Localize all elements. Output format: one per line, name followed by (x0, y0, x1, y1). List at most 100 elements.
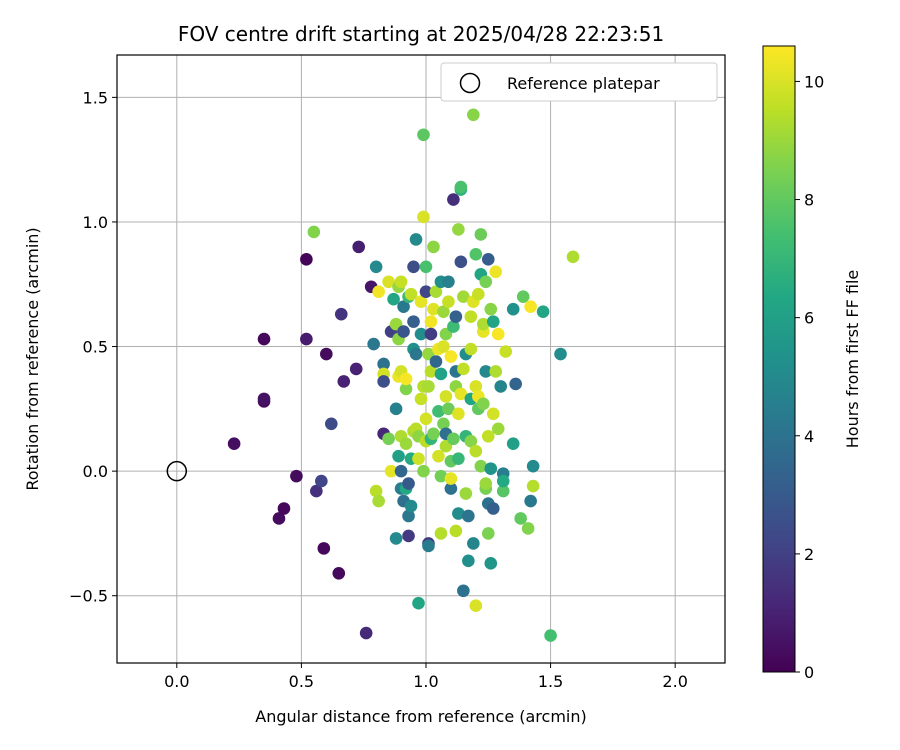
scatter-point (467, 537, 480, 550)
scatter-point (429, 355, 443, 368)
scatter-point (310, 484, 323, 498)
scatter-point (387, 292, 400, 306)
scatter-point (257, 332, 271, 346)
scatter-point (300, 332, 313, 346)
scatter-point (332, 566, 346, 580)
scatter-point (454, 255, 468, 269)
scatter-point (272, 512, 286, 525)
scatter-point (566, 250, 580, 264)
legend-label: Reference platepar (507, 74, 660, 93)
scatter-point (434, 469, 448, 483)
scatter-point (509, 377, 522, 391)
scatter-point (432, 449, 445, 463)
legend: Reference platepar (440, 62, 718, 102)
y-axis-ticks: −0.5 0.0 0.5 1.0 1.5 (69, 88, 117, 606)
scatter-point (469, 380, 483, 393)
scatter-point (457, 362, 470, 376)
scatter-point (462, 509, 475, 523)
scatter-point (444, 350, 458, 363)
scatter-point (349, 362, 363, 376)
scatter-point (409, 347, 423, 361)
y-axis-label: Rotation from reference (arcmin) (23, 227, 42, 490)
scatter-point (404, 287, 418, 301)
scatter-point (469, 444, 483, 458)
scatter-point (324, 417, 338, 431)
scatter-point (290, 469, 303, 483)
scatter-point (434, 367, 448, 381)
colorbar-tick-label: 2 (804, 545, 814, 564)
scatter-point (486, 502, 500, 515)
scatter-point (414, 327, 428, 341)
colorbar-gradient (762, 45, 796, 673)
scatter-point (412, 596, 425, 610)
scatter-point (382, 432, 395, 446)
scatter-point (514, 512, 527, 525)
scatter-point (437, 305, 450, 318)
scatter-point (442, 295, 455, 308)
scatter-point (317, 542, 331, 555)
scatter-point (452, 223, 465, 236)
scatter-point (417, 464, 430, 478)
scatter-point (469, 248, 483, 261)
scatter-point (422, 380, 435, 393)
scatter-point (452, 452, 465, 465)
scatter-point (447, 432, 460, 446)
scatter-point (452, 407, 465, 421)
scatter-point (307, 225, 321, 239)
scatter-point (464, 310, 478, 323)
chart-title: FOV centre drift starting at 2025/04/28 … (178, 22, 664, 46)
plot-background (117, 55, 725, 663)
colorbar-ticks: 0 2 4 6 8 10 (795, 72, 824, 682)
scatter-point (407, 260, 420, 274)
colorbar: 0 2 4 6 8 10 Hours from first FF file (762, 45, 862, 682)
scatter-point (397, 325, 410, 338)
scatter-point (489, 265, 503, 279)
scatter-point (484, 302, 498, 316)
scatter-point (449, 524, 463, 538)
scatter-point (496, 474, 510, 488)
scatter-point (402, 477, 415, 490)
scatter-point (392, 449, 405, 463)
scatter-point (442, 275, 455, 289)
scatter-point (439, 390, 453, 403)
scatter-point (404, 499, 418, 513)
colorbar-tick-label: 8 (804, 191, 814, 210)
scatter-point (402, 529, 415, 543)
scatter-point (429, 285, 443, 299)
plot-area (116, 54, 726, 664)
scatter-point (409, 233, 423, 246)
scatter-point (524, 494, 537, 508)
scatter-point (419, 260, 433, 274)
colorbar-label: Hours from first FF file (843, 270, 862, 449)
scatter-point (417, 128, 430, 142)
scatter-point (399, 382, 413, 396)
scatter-point (399, 372, 413, 386)
scatter-point (320, 347, 333, 361)
scatter-point (474, 228, 488, 241)
scatter-point (464, 434, 478, 448)
scatter-point (427, 302, 440, 316)
scatter-point (372, 285, 385, 299)
scatter-point (452, 507, 465, 520)
y-tick-label: 0.0 (83, 462, 108, 481)
scatter-point (424, 365, 438, 378)
scatter-point (486, 407, 500, 421)
scatter-point (459, 487, 473, 500)
scatter-point (417, 210, 430, 224)
scatter-point (544, 629, 557, 642)
scatter-point (300, 253, 313, 266)
scatter-point (367, 337, 380, 351)
x-tick-label: 2.0 (662, 672, 687, 691)
scatter-point (454, 387, 468, 401)
scatter-point (389, 532, 403, 545)
scatter-point (481, 429, 495, 443)
scatter-point (496, 484, 510, 498)
scatter-point (424, 327, 438, 341)
scatter-point (516, 290, 530, 304)
reference-marker (166, 460, 188, 482)
scatter-point (277, 502, 291, 515)
legend-box (440, 62, 718, 102)
x-tick-label: 1.0 (413, 672, 438, 691)
scatter-point (315, 474, 328, 488)
